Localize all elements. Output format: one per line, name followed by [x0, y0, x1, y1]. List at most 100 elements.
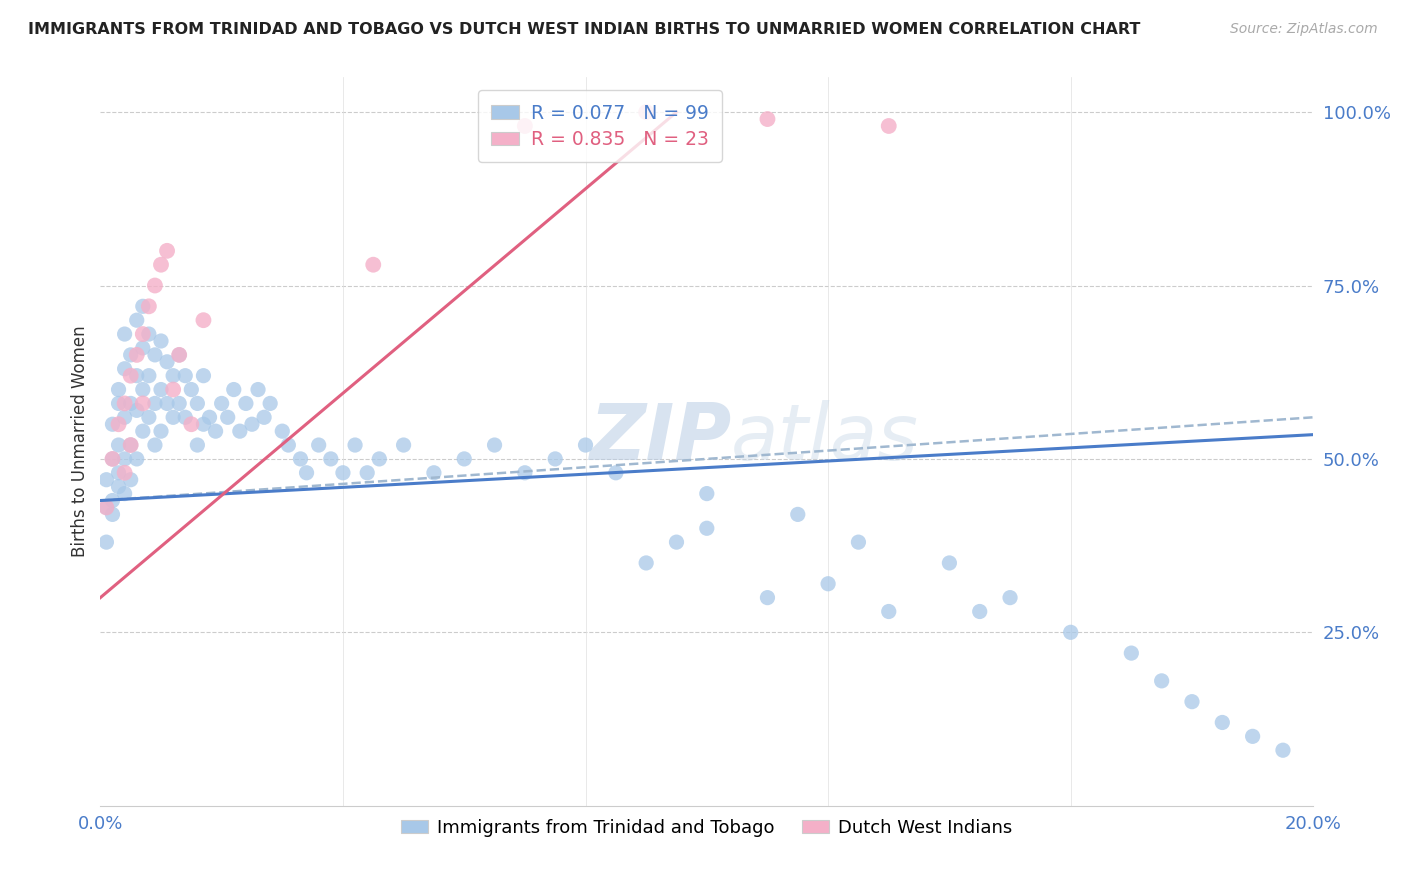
- Point: [125, 451, 148, 466]
- Point: [138, 410, 160, 425]
- Point: [277, 438, 299, 452]
- Point: [295, 466, 318, 480]
- Point: [356, 466, 378, 480]
- Point: [319, 451, 342, 466]
- Point: [392, 438, 415, 452]
- Point: [877, 119, 900, 133]
- Point: [969, 605, 991, 619]
- Point: [96, 535, 118, 549]
- Point: [1060, 625, 1083, 640]
- Point: [204, 424, 226, 438]
- Point: [156, 355, 179, 369]
- Point: [138, 368, 160, 383]
- Point: [156, 396, 179, 410]
- Point: [1271, 743, 1294, 757]
- Point: [114, 486, 136, 500]
- Point: [156, 244, 179, 258]
- Point: [756, 591, 779, 605]
- Point: [240, 417, 263, 432]
- Point: [150, 334, 173, 348]
- Point: [167, 396, 190, 410]
- Point: [938, 556, 960, 570]
- Point: [120, 348, 142, 362]
- Point: [756, 112, 779, 126]
- Y-axis label: Births to Unmarried Women: Births to Unmarried Women: [72, 326, 89, 558]
- Point: [180, 417, 202, 432]
- Point: [150, 258, 173, 272]
- Point: [132, 299, 155, 313]
- Point: [877, 605, 900, 619]
- Point: [259, 396, 281, 410]
- Text: ZIP: ZIP: [589, 400, 731, 476]
- Point: [290, 451, 312, 466]
- Point: [193, 313, 215, 327]
- Point: [1150, 673, 1173, 688]
- Point: [513, 119, 536, 133]
- Point: [120, 368, 142, 383]
- Point: [186, 396, 208, 410]
- Point: [162, 383, 184, 397]
- Point: [817, 576, 839, 591]
- Point: [101, 508, 124, 522]
- Point: [1181, 695, 1204, 709]
- Point: [544, 451, 567, 466]
- Point: [167, 348, 190, 362]
- Point: [308, 438, 330, 452]
- Point: [101, 451, 124, 466]
- Point: [101, 493, 124, 508]
- Point: [132, 341, 155, 355]
- Point: [114, 396, 136, 410]
- Point: [636, 556, 658, 570]
- Point: [235, 396, 257, 410]
- Point: [453, 451, 475, 466]
- Point: [271, 424, 294, 438]
- Point: [132, 383, 155, 397]
- Text: atlas: atlas: [731, 400, 920, 476]
- Point: [114, 410, 136, 425]
- Point: [222, 383, 245, 397]
- Point: [143, 348, 166, 362]
- Point: [229, 424, 252, 438]
- Point: [848, 535, 870, 549]
- Point: [143, 278, 166, 293]
- Point: [107, 480, 129, 494]
- Point: [143, 438, 166, 452]
- Point: [636, 105, 658, 120]
- Point: [125, 403, 148, 417]
- Point: [332, 466, 354, 480]
- Point: [107, 438, 129, 452]
- Point: [114, 327, 136, 342]
- Point: [96, 473, 118, 487]
- Point: [193, 368, 215, 383]
- Text: IMMIGRANTS FROM TRINIDAD AND TOBAGO VS DUTCH WEST INDIAN BIRTHS TO UNMARRIED WOM: IMMIGRANTS FROM TRINIDAD AND TOBAGO VS D…: [28, 22, 1140, 37]
- Point: [344, 438, 367, 452]
- Point: [107, 383, 129, 397]
- Point: [193, 417, 215, 432]
- Point: [786, 508, 808, 522]
- Point: [174, 368, 197, 383]
- Point: [423, 466, 446, 480]
- Point: [143, 396, 166, 410]
- Point: [174, 410, 197, 425]
- Point: [162, 410, 184, 425]
- Point: [150, 383, 173, 397]
- Point: [167, 348, 190, 362]
- Point: [114, 361, 136, 376]
- Point: [665, 535, 688, 549]
- Point: [696, 486, 718, 500]
- Text: Source: ZipAtlas.com: Source: ZipAtlas.com: [1230, 22, 1378, 37]
- Point: [484, 438, 506, 452]
- Point: [217, 410, 239, 425]
- Point: [162, 368, 184, 383]
- Point: [180, 383, 202, 397]
- Point: [998, 591, 1021, 605]
- Point: [1241, 729, 1264, 743]
- Point: [696, 521, 718, 535]
- Point: [132, 396, 155, 410]
- Point: [120, 438, 142, 452]
- Point: [120, 473, 142, 487]
- Point: [1121, 646, 1143, 660]
- Point: [114, 466, 136, 480]
- Point: [138, 327, 160, 342]
- Point: [132, 327, 155, 342]
